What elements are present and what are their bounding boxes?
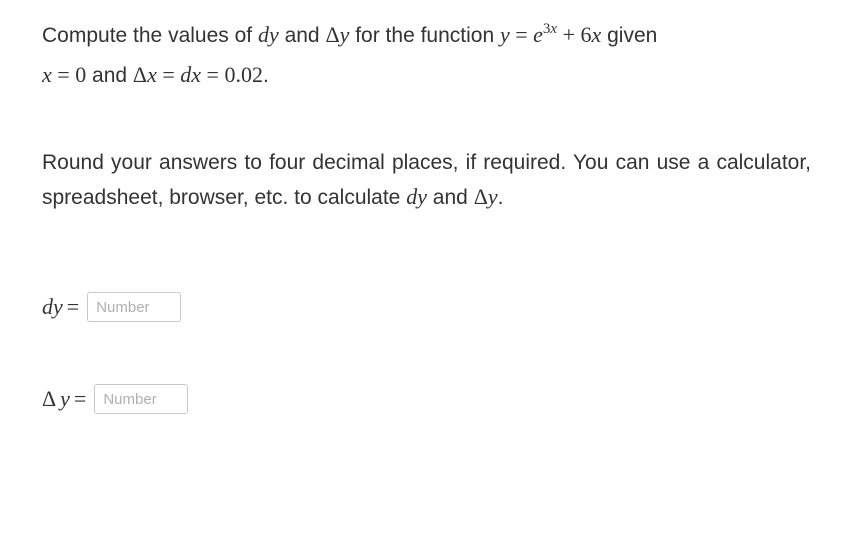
sym-e: e (533, 22, 543, 47)
sym-x-1: x (592, 22, 602, 47)
sym-dy-2: dy (406, 184, 427, 209)
sym-dy: dy (258, 22, 279, 47)
problem-line-1: Compute the values of dy and Δy for the … (42, 18, 811, 52)
sym-delta-x: Δx (133, 62, 157, 87)
text-given: given (601, 24, 657, 47)
input-dy[interactable] (87, 292, 181, 322)
sym-plus: + (557, 22, 580, 47)
text-period-2: . (498, 186, 504, 209)
text-period-1: . (263, 64, 269, 87)
label-delta-y-eq: = (74, 386, 86, 412)
sym-eq-2: = (52, 62, 75, 87)
sym-dx: dx (180, 62, 201, 87)
instructions-paragraph: Round your answers to four decimal place… (42, 147, 811, 214)
sym-zero: 0 (75, 62, 86, 87)
text-and-1: and (279, 24, 326, 47)
input-delta-y[interactable] (94, 384, 188, 414)
sym-eq-4: = (201, 62, 224, 87)
text-and-3: and (427, 186, 474, 209)
sym-eq-3: = (157, 62, 180, 87)
sym-exp: 3x (543, 21, 557, 37)
label-delta-y: Δy = (42, 386, 86, 412)
sym-x-2: x (42, 62, 52, 87)
answer-row-dy: dy = (42, 292, 811, 322)
sym-y: y (500, 22, 510, 47)
sym-delta-y: Δy (325, 22, 349, 47)
answer-row-delta-y: Δy = (42, 384, 811, 414)
sym-val: 0.02 (224, 62, 263, 87)
sym-eq-1: = (510, 22, 533, 47)
text-for-function: for the function (349, 24, 500, 47)
problem-line-2: x = 0 and Δx = dx = 0.02. (42, 58, 811, 92)
text-and-2: and (86, 64, 133, 87)
label-dy-text: dy (42, 294, 63, 320)
text-compute: Compute the values of (42, 24, 258, 47)
label-dy: dy = (42, 294, 79, 320)
problem-container: Compute the values of dy and Δy for the … (0, 0, 853, 432)
sym-six: 6 (581, 22, 592, 47)
sym-delta-y-2: Δy (474, 184, 498, 209)
label-dy-eq: = (67, 294, 79, 320)
